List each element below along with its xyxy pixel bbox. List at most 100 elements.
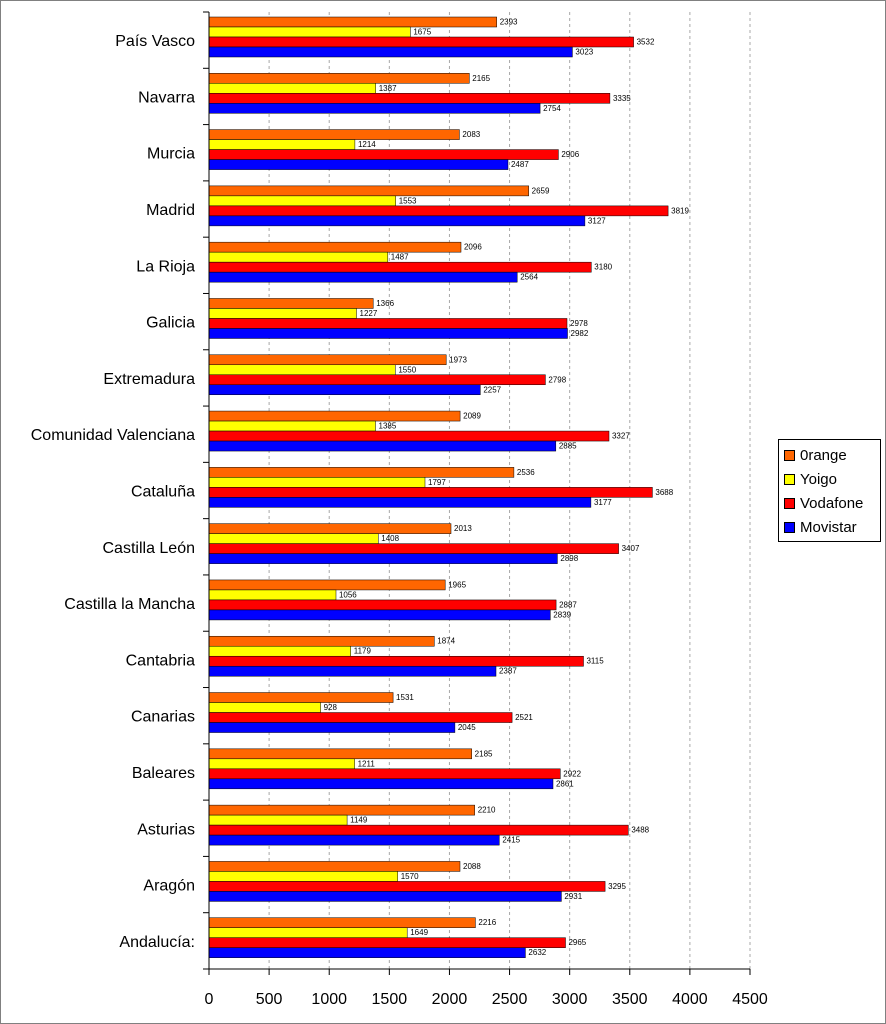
x-tick-label: 1000 bbox=[311, 991, 347, 1008]
bar bbox=[208, 328, 568, 339]
value-label: 2906 bbox=[561, 150, 579, 159]
value-label: 1211 bbox=[358, 759, 376, 768]
value-label: 2536 bbox=[517, 468, 535, 477]
value-label: 2387 bbox=[499, 667, 517, 676]
labels: 0 500 1000 1500 2000 2500 3000 3500 4000 4500 2393… bbox=[31, 18, 768, 1009]
value-label: 1550 bbox=[398, 365, 416, 374]
legend-item: Movistar bbox=[784, 515, 880, 539]
bar bbox=[208, 16, 497, 28]
bar bbox=[208, 861, 461, 872]
value-label: 1227 bbox=[360, 309, 378, 318]
value-label: 2887 bbox=[559, 600, 577, 609]
bar bbox=[208, 374, 546, 386]
bar bbox=[208, 384, 481, 396]
value-label: 3819 bbox=[671, 206, 689, 215]
value-label: 2257 bbox=[483, 385, 501, 394]
value-label: 3532 bbox=[637, 38, 655, 47]
value-label: 1531 bbox=[396, 693, 414, 702]
bar bbox=[208, 129, 460, 140]
bar bbox=[208, 467, 515, 478]
legend: 0range Yoigo Vodafone Movistar bbox=[778, 439, 881, 542]
bar bbox=[208, 251, 389, 263]
bar bbox=[208, 46, 573, 58]
bar bbox=[208, 73, 470, 84]
bar bbox=[208, 523, 452, 534]
value-label: 3023 bbox=[575, 48, 593, 57]
category-label: Baleares bbox=[132, 765, 195, 782]
category-label: Castilla León bbox=[103, 540, 196, 557]
bar bbox=[208, 655, 584, 667]
x-tick-label: 500 bbox=[256, 991, 283, 1008]
value-label: 2798 bbox=[548, 375, 566, 384]
legend-item: 0range bbox=[784, 443, 880, 467]
value-label: 2185 bbox=[475, 749, 493, 758]
value-label: 2898 bbox=[560, 554, 578, 563]
x-tick-label: 2500 bbox=[492, 991, 528, 1008]
value-label: 1387 bbox=[379, 84, 397, 93]
bar bbox=[208, 261, 592, 273]
bar bbox=[208, 354, 447, 366]
bar bbox=[208, 185, 529, 197]
value-label: 2965 bbox=[568, 938, 586, 947]
legend-label: Yoigo bbox=[800, 470, 837, 488]
value-label: 1797 bbox=[428, 478, 446, 487]
value-label: 2861 bbox=[556, 779, 574, 788]
value-label: 1570 bbox=[401, 872, 419, 881]
bar bbox=[208, 758, 355, 770]
value-label: 3327 bbox=[612, 432, 630, 441]
legend-swatch bbox=[784, 521, 795, 533]
bar bbox=[208, 430, 610, 442]
bar bbox=[208, 804, 475, 816]
bar bbox=[208, 692, 394, 703]
value-label: 1487 bbox=[391, 253, 409, 262]
value-label: 2885 bbox=[559, 442, 577, 451]
bar bbox=[208, 609, 551, 621]
value-label: 1553 bbox=[399, 196, 417, 205]
bar bbox=[208, 93, 611, 104]
legend-swatch bbox=[784, 473, 795, 485]
value-label: 2839 bbox=[553, 610, 571, 619]
value-label: 1973 bbox=[449, 355, 467, 364]
bar bbox=[208, 103, 541, 114]
x-tick-label: 3000 bbox=[552, 991, 588, 1008]
value-label: 2089 bbox=[463, 412, 481, 421]
bar bbox=[208, 871, 398, 882]
value-label: 3177 bbox=[594, 498, 612, 507]
value-label: 1408 bbox=[381, 534, 399, 543]
bar bbox=[208, 778, 554, 790]
value-label: 2045 bbox=[458, 723, 476, 732]
legend-label: Vodafone bbox=[800, 494, 864, 512]
bar bbox=[208, 917, 476, 928]
value-label: 2165 bbox=[472, 74, 490, 83]
x-tick-label: 3500 bbox=[612, 991, 648, 1008]
bar bbox=[208, 83, 376, 94]
bar bbox=[208, 599, 557, 611]
bar bbox=[208, 298, 374, 309]
bar bbox=[208, 26, 411, 38]
value-label: 1385 bbox=[379, 422, 397, 431]
value-label: 1675 bbox=[413, 28, 431, 37]
bar bbox=[208, 748, 472, 760]
bar bbox=[208, 543, 619, 554]
bar bbox=[208, 195, 396, 207]
category-label: Madrid bbox=[146, 202, 195, 219]
value-label: 3688 bbox=[655, 488, 673, 497]
bar bbox=[208, 589, 337, 601]
bar bbox=[208, 159, 509, 170]
bar bbox=[208, 553, 558, 564]
bar bbox=[208, 665, 497, 677]
x-tick-label: 4500 bbox=[732, 991, 768, 1008]
value-label: 2487 bbox=[511, 160, 529, 169]
value-label: 2013 bbox=[454, 524, 472, 533]
bar bbox=[208, 947, 526, 958]
value-label: 3180 bbox=[594, 263, 612, 272]
value-label: 2982 bbox=[571, 329, 589, 338]
legend-swatch bbox=[784, 449, 795, 461]
axes bbox=[203, 11, 751, 975]
value-label: 1366 bbox=[376, 299, 394, 308]
bar bbox=[208, 487, 653, 498]
bar bbox=[208, 440, 557, 452]
category-label: Galicia bbox=[146, 315, 195, 332]
bar bbox=[208, 702, 321, 713]
